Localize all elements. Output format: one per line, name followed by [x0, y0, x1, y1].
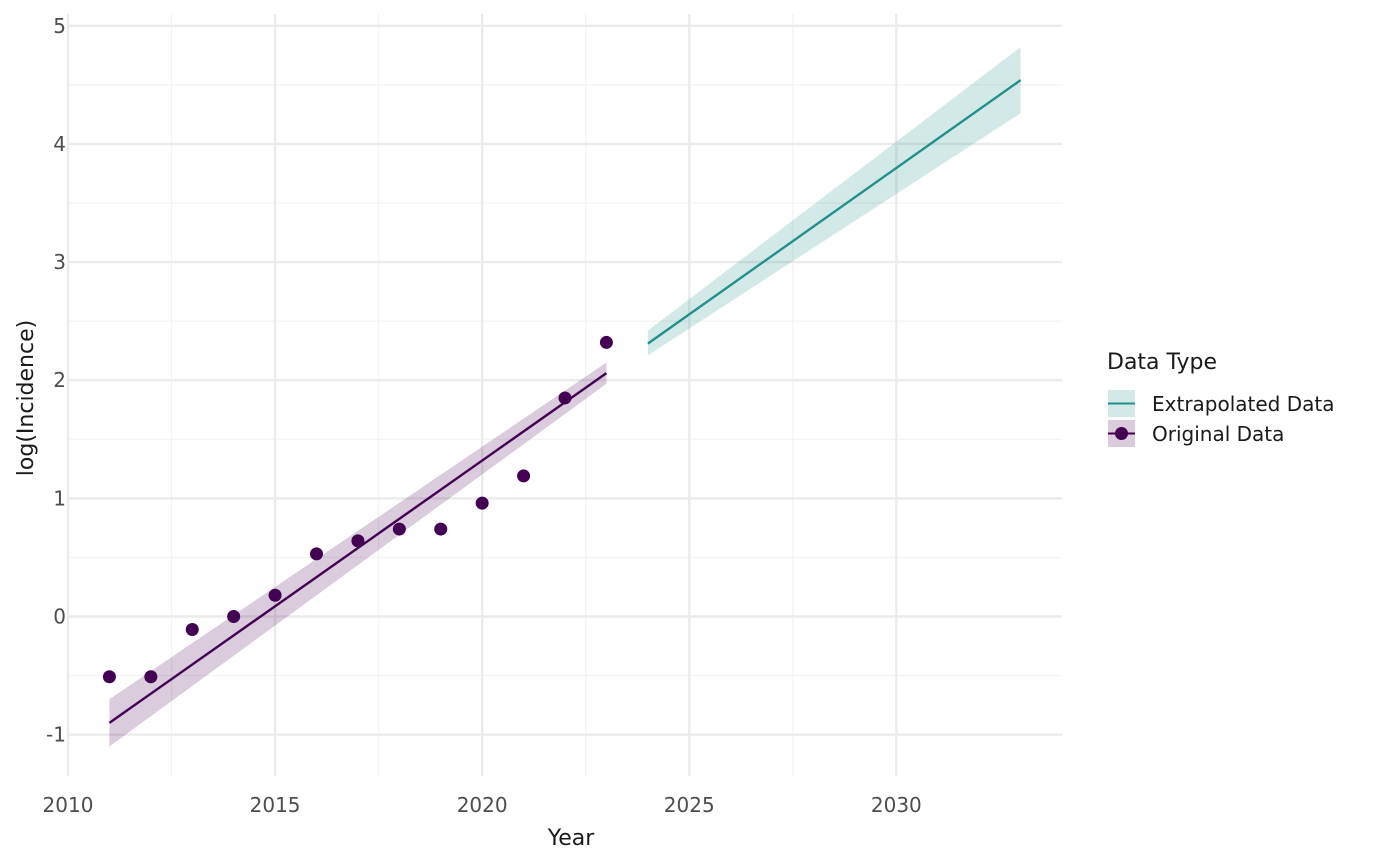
legend: Data Type Extrapolated Data Original Dat… [1107, 350, 1335, 447]
original-data-point [434, 522, 448, 536]
x-tick-label: 2015 [250, 793, 301, 817]
y-tick-label: 3 [53, 250, 66, 274]
original-data-point [351, 534, 365, 548]
original-data-point [268, 588, 282, 602]
y-tick-label: 2 [53, 368, 66, 392]
y-tick-label: 5 [53, 14, 66, 38]
original-data-point [227, 610, 241, 624]
original-data-confidence-band [109, 362, 607, 747]
legend-key-original-point [1115, 427, 1128, 440]
original-data-point [185, 623, 199, 637]
original-data-point [392, 522, 406, 536]
data-points [102, 335, 613, 684]
gridlines [66, 14, 1062, 776]
x-axis-title: Year [547, 826, 596, 851]
original-data-point [102, 670, 116, 684]
extrapolated-data-confidence-band [647, 47, 1021, 356]
original-data-point [599, 335, 613, 349]
x-tick-label: 2025 [664, 793, 715, 817]
original-data-point [310, 547, 323, 561]
tick-labels: 2010 2015 2020 2025 2030 -1 0 1 2 3 4 5 [43, 14, 922, 817]
original-data-point [475, 496, 489, 510]
y-axis-title: log(Incidence) [14, 320, 39, 476]
legend-entry-original: Original Data [1108, 420, 1284, 447]
extrapolated-data-fit-line [647, 79, 1022, 345]
y-tick-label: 1 [53, 486, 66, 510]
y-tick-label: 0 [53, 605, 66, 629]
original-data-point [144, 670, 158, 684]
y-tick-label: 4 [53, 132, 66, 156]
legend-label-original: Original Data [1152, 422, 1284, 446]
legend-label-extrapolated: Extrapolated Data [1152, 392, 1335, 416]
original-data-point [558, 391, 572, 405]
x-tick-label: 2030 [871, 793, 922, 817]
y-tick-label: -1 [46, 723, 66, 747]
x-tick-label: 2020 [457, 793, 508, 817]
fit-lines [108, 79, 1022, 724]
original-data-point [517, 469, 531, 483]
legend-title: Data Type [1107, 350, 1217, 375]
legend-entry-extrapolated: Extrapolated Data [1108, 390, 1335, 417]
original-data-fit-line [108, 372, 608, 724]
x-tick-label: 2010 [43, 793, 94, 817]
